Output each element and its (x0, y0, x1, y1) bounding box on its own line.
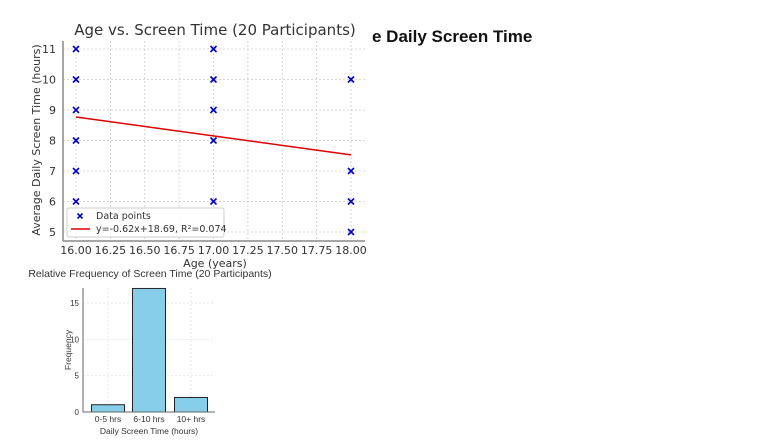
y-tick-label: 11 (42, 43, 56, 56)
chart-legend: Data points y=-0.62x+18.69, R²=0.074 (66, 207, 227, 238)
data-point-marker (72, 106, 80, 114)
bar-chart: Relative Frequency of Screen Time (20 Pa… (28, 268, 271, 436)
x-tick-label: 17.25 (232, 244, 264, 257)
x-tick-label: 10+ hrs (177, 414, 206, 424)
x-tick-label: 6-10 hrs (133, 414, 164, 424)
y-tick-label: 8 (49, 135, 56, 148)
x-axis-label: Daily Screen Time (hours) (100, 426, 198, 436)
x-tick-label: 16.25 (95, 244, 127, 257)
data-point-marker (347, 228, 355, 236)
x-tick-label: 16.50 (129, 244, 161, 257)
y-tick-label: 9 (49, 104, 56, 117)
data-point-marker (72, 167, 80, 175)
data-point-marker (209, 75, 218, 84)
y-tick-label: 6 (49, 196, 56, 209)
x-tick-label: 16.00 (60, 244, 92, 257)
y-axis-label: Average Daily Screen Time (hours) (30, 44, 43, 235)
data-point-marker (72, 136, 80, 145)
slide-title: e Daily Screen Time (372, 27, 533, 46)
bar-10-hrs (174, 396, 208, 413)
x-axis-label: Age (years) (183, 257, 247, 270)
legend-label-fit: y=-0.62x+18.69, R²=0.074 (96, 224, 227, 235)
data-point-marker (347, 197, 355, 206)
y-tick-label: 7 (49, 165, 56, 178)
bar-6-10-hrs (132, 287, 166, 413)
x-tick-label: 17.00 (198, 244, 230, 257)
y-tick-label: 5 (75, 372, 80, 381)
y-tick-label: 5 (49, 226, 56, 239)
scatter-chart: Age vs. Screen Time (20 Participants) 16.… (30, 21, 367, 270)
bar-0-5-hrs (91, 404, 125, 413)
data-point-marker (347, 75, 355, 84)
y-axis-label: Frequency (63, 329, 73, 370)
data-point-marker (72, 197, 80, 206)
x-tick-label: 17.50 (267, 244, 299, 257)
x-tick-label: 17.75 (301, 244, 333, 257)
regression-line (75, 116, 352, 156)
y-tick-label: 0 (75, 408, 80, 417)
x-tick-label: 0-5 hrs (95, 414, 121, 424)
y-tick-label: 10 (42, 74, 56, 87)
data-point-marker (209, 45, 218, 53)
data-point-marker (72, 45, 80, 53)
y-tick-label: 15 (70, 299, 79, 308)
y-tick-label: 10 (70, 335, 79, 344)
data-point-marker (209, 106, 218, 114)
bar-chart-title: Relative Frequency of Screen Time (20 Pa… (28, 268, 271, 280)
data-point-marker (209, 197, 218, 206)
x-tick-label: 16.75 (163, 244, 195, 257)
data-point-marker (72, 75, 80, 84)
data-point-marker (347, 167, 355, 175)
data-point-marker (209, 136, 218, 145)
chart-title: Age vs. Screen Time (20 Participants) (74, 21, 356, 39)
x-tick-label: 18.00 (335, 244, 367, 257)
legend-label-points: Data points (96, 211, 151, 222)
